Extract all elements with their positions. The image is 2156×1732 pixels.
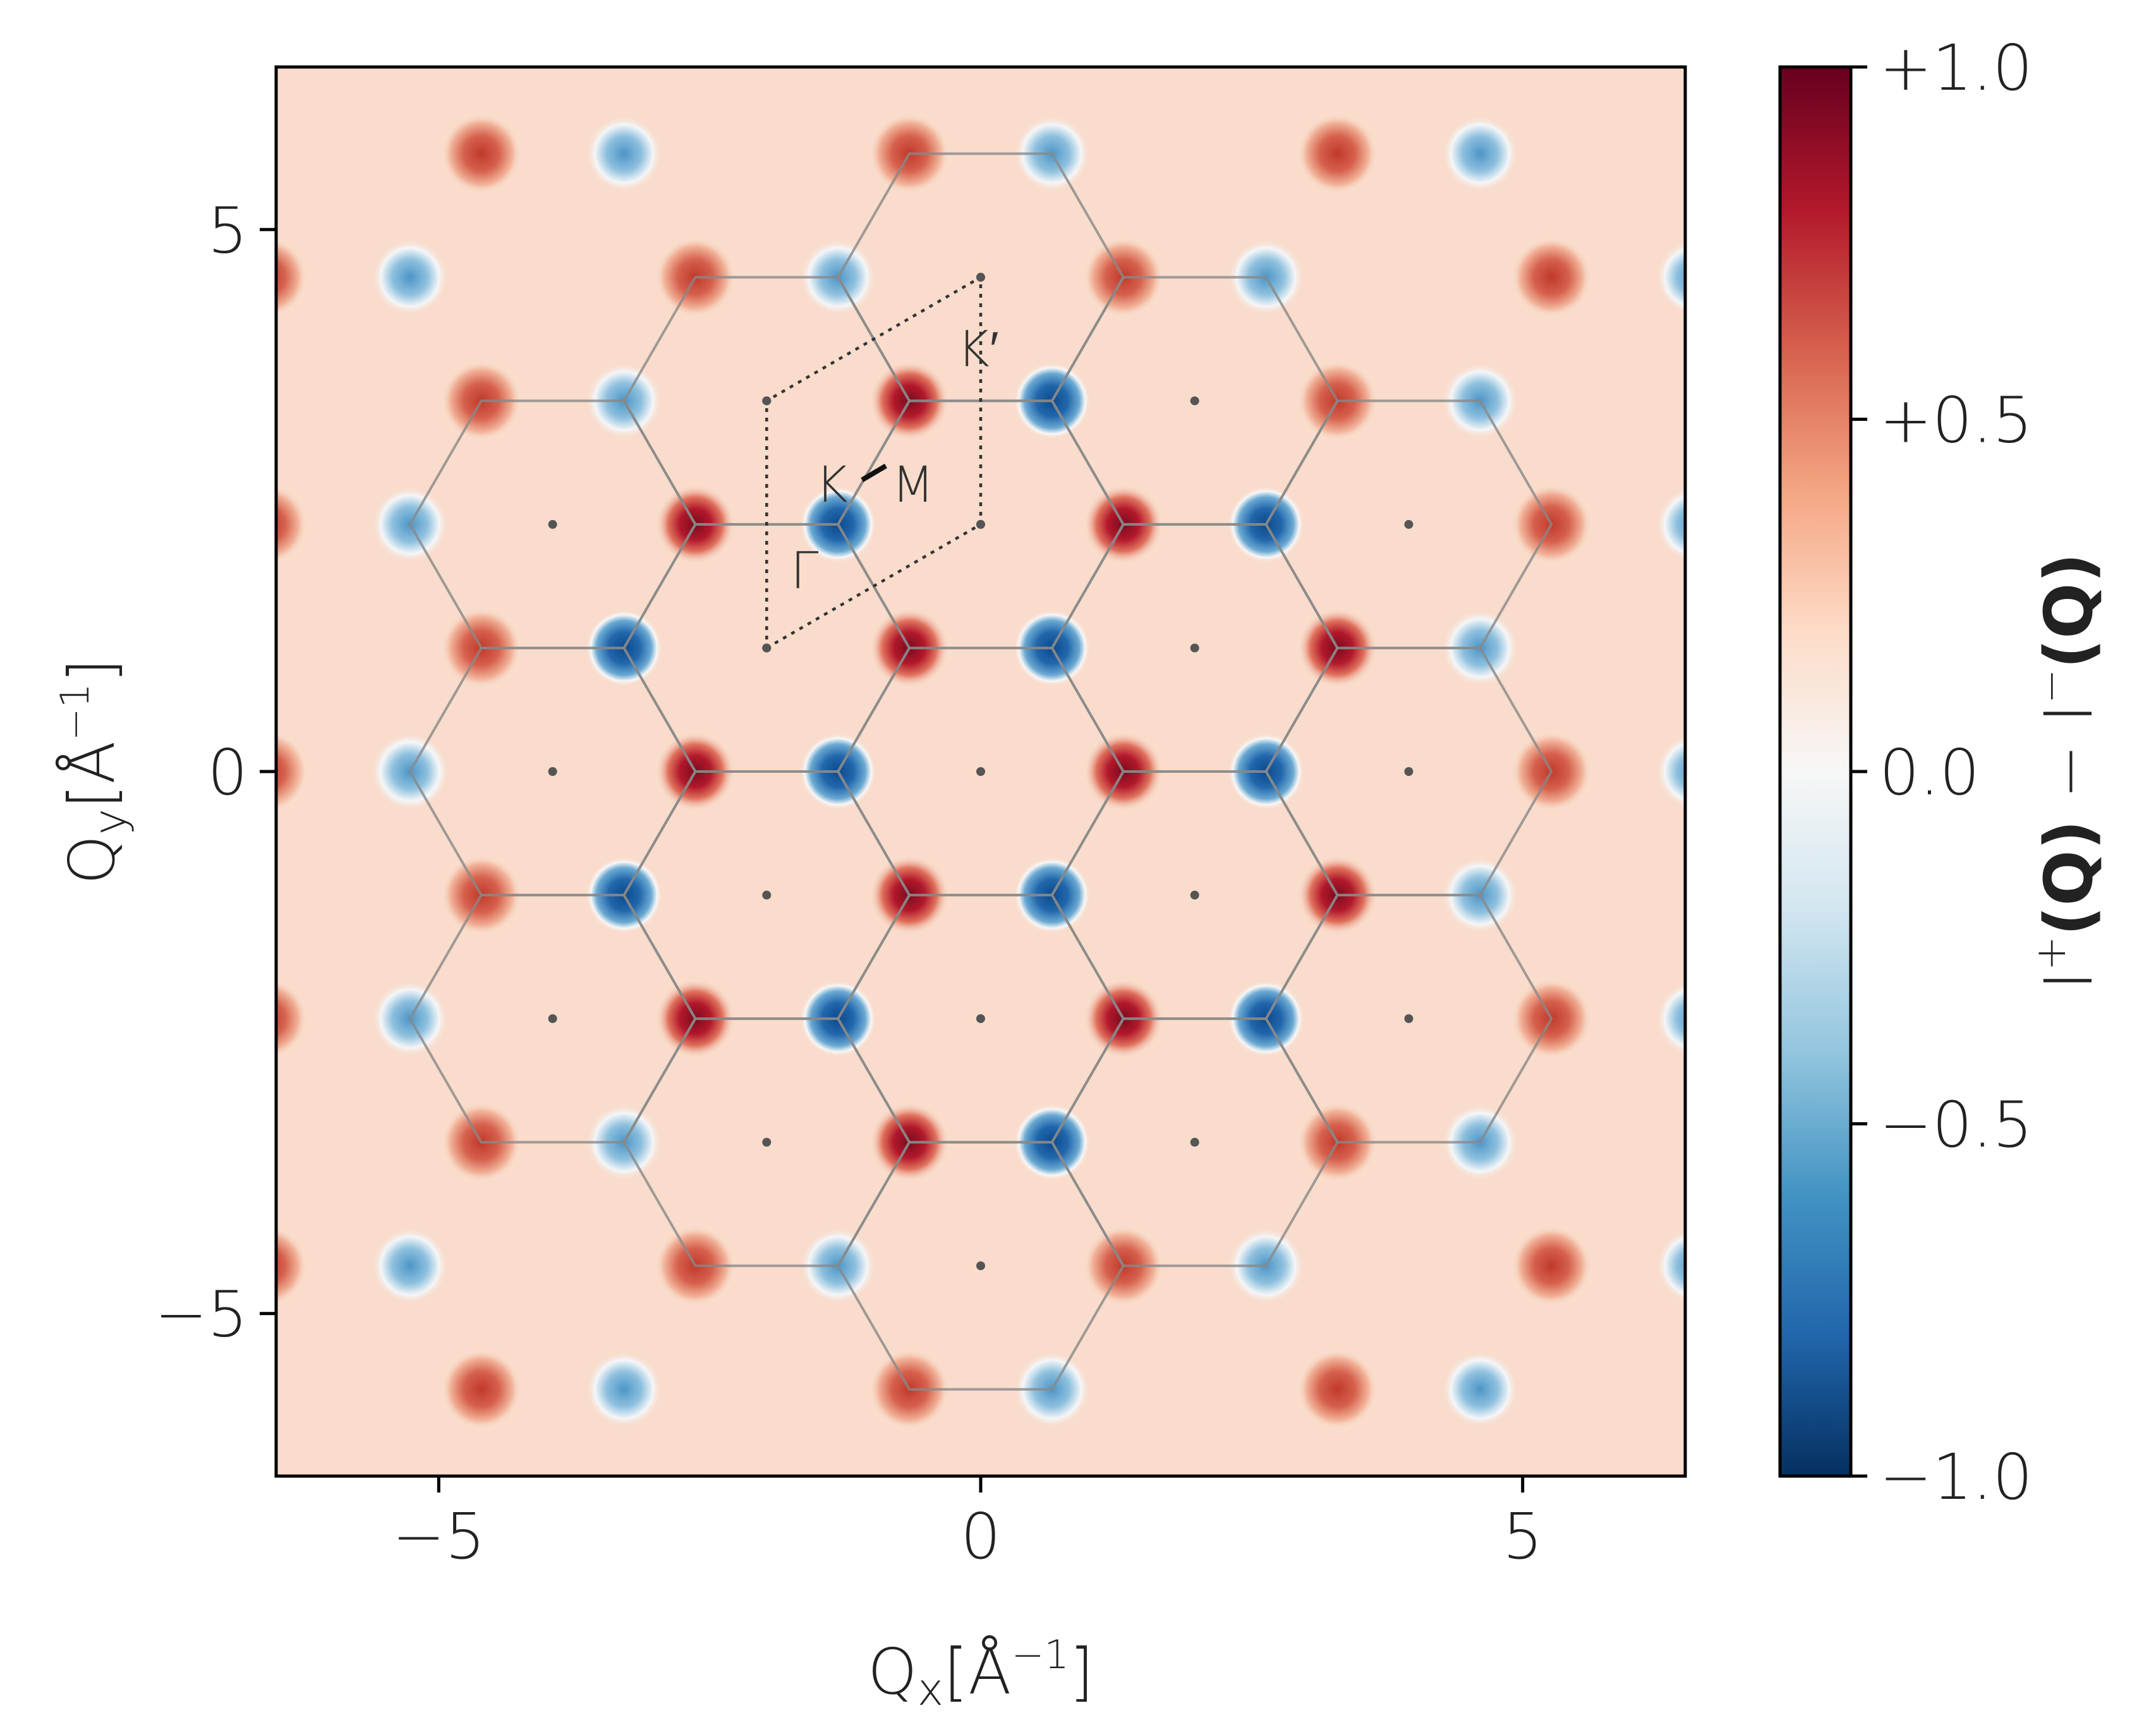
spot-negative xyxy=(1655,733,1685,810)
plot-area: ΓK K′ M xyxy=(274,65,1687,1478)
x-tick-label: −5 xyxy=(392,1499,485,1573)
gamma-point xyxy=(976,1261,985,1271)
gamma-label: Γ xyxy=(790,542,819,600)
gamma-point xyxy=(1190,1137,1199,1147)
spot-positive xyxy=(1512,1226,1590,1305)
gamma-point xyxy=(1404,1014,1414,1024)
y-tick-label: 0 xyxy=(207,736,248,809)
spot-negative xyxy=(1681,1475,1685,1476)
gamma-point xyxy=(548,1014,557,1024)
unit-cell-corner xyxy=(762,396,772,406)
spot-positive xyxy=(442,1350,521,1429)
y-tick-label: 5 xyxy=(207,193,248,267)
k-label: K xyxy=(816,457,848,514)
m-segment xyxy=(861,463,888,483)
colorbar-tick-label: −0.5 xyxy=(1879,1088,2033,1162)
brillouin-zone-hexagon xyxy=(1264,399,1553,650)
spot-negative xyxy=(1681,67,1685,68)
x-axis-label: Qx[Å−1] xyxy=(868,1632,1094,1716)
colorbar-tick-label: +0.5 xyxy=(1879,384,2033,457)
colorbar-tick-label: −1.0 xyxy=(1879,1440,2033,1514)
spot-negative xyxy=(1655,486,1685,563)
kprime-label: K′ xyxy=(957,321,999,378)
spot-positive xyxy=(1512,238,1590,317)
spot-negative xyxy=(371,1226,449,1305)
spot-negative xyxy=(1655,980,1685,1057)
annotations: ΓK K′ M xyxy=(790,321,999,600)
spot-negative xyxy=(371,238,449,317)
spot-negative xyxy=(1655,1228,1685,1304)
gamma-point xyxy=(1404,767,1414,776)
spot-positive xyxy=(276,239,306,315)
spot-negative xyxy=(584,1350,663,1429)
spot-negative xyxy=(1441,1350,1520,1429)
spot-negative xyxy=(397,67,423,70)
brillouin-zone-hexagon xyxy=(408,893,697,1144)
gamma-point xyxy=(1190,396,1199,406)
spot-positive xyxy=(276,980,306,1057)
spot-negative xyxy=(1655,239,1685,315)
colorbar-label: I+(Q) − I−(Q) xyxy=(2026,553,2107,990)
unit-cell-corner xyxy=(976,519,985,529)
gamma-point xyxy=(1190,643,1199,653)
gamma-point xyxy=(548,519,557,529)
y-axis-label: Qy[Å−1] xyxy=(52,658,136,885)
brillouin-zone-hexagon xyxy=(408,399,697,650)
gamma-point xyxy=(976,1014,985,1024)
unit-cell-corner xyxy=(762,643,772,653)
spot-negative xyxy=(1253,1474,1279,1476)
gamma-point xyxy=(1190,890,1199,900)
spot-positive xyxy=(1538,67,1565,70)
gamma-point xyxy=(976,767,985,776)
x-tick-label: 5 xyxy=(1503,1499,1543,1573)
spot-positive xyxy=(276,1475,281,1476)
gamma-point xyxy=(762,890,772,900)
spot-positive xyxy=(682,1474,708,1476)
spot-positive xyxy=(276,486,306,563)
spot-negative xyxy=(825,67,851,70)
x-tick-label: 0 xyxy=(960,1499,1001,1573)
brillouin-zone-hexagon xyxy=(1264,893,1553,1144)
colorbar-tick-label: +1.0 xyxy=(1879,31,2033,105)
spot-negative xyxy=(584,114,663,193)
spot-positive xyxy=(1298,114,1377,193)
spot-positive xyxy=(682,67,708,70)
unit-cell-outline xyxy=(762,272,985,653)
spot-negative xyxy=(825,1474,851,1476)
brillouin-zone-lines xyxy=(408,152,1553,1391)
spot-positive xyxy=(276,67,281,68)
colorbar-gradient xyxy=(1778,65,1853,1478)
colorbar: +1.0 +0.5 0.0 −0.5 −1.0 I+(Q) − I−(Q) xyxy=(1778,31,2107,1514)
colorbar-ticks: +1.0 +0.5 0.0 −0.5 −1.0 xyxy=(1851,31,2033,1514)
spot-negative xyxy=(1253,67,1279,70)
spot-positive xyxy=(1298,1350,1377,1429)
colorbar-tick-label: 0.0 xyxy=(1879,736,1980,809)
spot-positive xyxy=(276,1228,306,1304)
gamma-point xyxy=(762,1137,772,1147)
y-tick-label: −5 xyxy=(155,1278,248,1352)
unit-cell-corner xyxy=(976,272,985,282)
gamma-point xyxy=(548,767,557,776)
x-axis-ticks: −5 0 5 xyxy=(392,1476,1543,1573)
gamma-point xyxy=(1404,519,1414,529)
m-label: M xyxy=(892,457,934,514)
spot-positive xyxy=(1110,1474,1137,1476)
spot-negative xyxy=(1441,114,1520,193)
y-axis-ticks: −5 0 5 xyxy=(155,193,276,1352)
spot-positive xyxy=(276,733,306,810)
spot-positive xyxy=(1110,67,1137,70)
spot-positive xyxy=(442,114,521,193)
brillouin-zone-hexagon xyxy=(836,152,1125,403)
brillouin-zone-hexagon xyxy=(836,1141,1125,1391)
